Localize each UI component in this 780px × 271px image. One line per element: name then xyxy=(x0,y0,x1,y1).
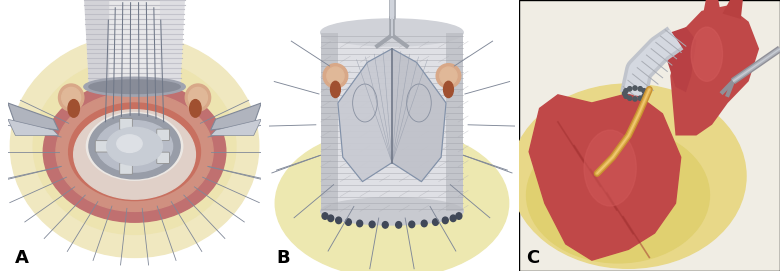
Ellipse shape xyxy=(526,127,710,263)
Circle shape xyxy=(638,87,642,91)
Circle shape xyxy=(328,215,334,222)
Text: C: C xyxy=(526,249,540,267)
Ellipse shape xyxy=(69,103,200,201)
Circle shape xyxy=(624,94,628,98)
Ellipse shape xyxy=(117,135,142,152)
Ellipse shape xyxy=(186,84,211,111)
FancyBboxPatch shape xyxy=(95,141,108,152)
Polygon shape xyxy=(84,0,186,87)
FancyBboxPatch shape xyxy=(119,118,133,130)
Ellipse shape xyxy=(190,100,201,117)
Circle shape xyxy=(644,91,647,96)
Ellipse shape xyxy=(327,67,344,85)
Polygon shape xyxy=(665,27,697,92)
Circle shape xyxy=(346,219,351,225)
Circle shape xyxy=(456,213,462,219)
Circle shape xyxy=(633,86,637,90)
FancyBboxPatch shape xyxy=(157,152,169,164)
Circle shape xyxy=(450,215,456,222)
Ellipse shape xyxy=(74,110,195,199)
Ellipse shape xyxy=(691,27,722,81)
Polygon shape xyxy=(160,0,186,87)
Circle shape xyxy=(624,89,628,93)
Ellipse shape xyxy=(321,198,463,225)
Polygon shape xyxy=(8,103,58,130)
FancyBboxPatch shape xyxy=(119,163,133,174)
Circle shape xyxy=(322,213,328,219)
Polygon shape xyxy=(529,92,681,260)
Circle shape xyxy=(442,217,448,224)
Ellipse shape xyxy=(44,81,226,222)
Polygon shape xyxy=(8,119,58,136)
Circle shape xyxy=(628,96,632,100)
Circle shape xyxy=(395,222,402,228)
Ellipse shape xyxy=(34,58,236,234)
Polygon shape xyxy=(338,49,392,182)
Circle shape xyxy=(369,221,375,228)
Ellipse shape xyxy=(107,127,162,165)
Ellipse shape xyxy=(321,19,463,46)
Ellipse shape xyxy=(89,114,180,179)
Circle shape xyxy=(642,94,646,98)
Polygon shape xyxy=(702,0,722,22)
Ellipse shape xyxy=(62,87,80,108)
Ellipse shape xyxy=(440,67,457,85)
Ellipse shape xyxy=(68,100,80,117)
Ellipse shape xyxy=(584,130,636,206)
Circle shape xyxy=(409,221,415,228)
Circle shape xyxy=(356,220,363,227)
Polygon shape xyxy=(446,33,463,211)
Polygon shape xyxy=(84,0,109,87)
Circle shape xyxy=(628,87,632,91)
Ellipse shape xyxy=(94,115,165,167)
Ellipse shape xyxy=(511,84,746,268)
Polygon shape xyxy=(211,119,261,136)
Ellipse shape xyxy=(444,81,453,98)
Polygon shape xyxy=(321,33,463,211)
Circle shape xyxy=(638,96,642,100)
Text: A: A xyxy=(16,249,30,267)
Circle shape xyxy=(421,220,427,227)
Ellipse shape xyxy=(189,87,207,108)
FancyBboxPatch shape xyxy=(157,129,169,140)
Ellipse shape xyxy=(436,64,461,88)
Polygon shape xyxy=(670,5,759,135)
Ellipse shape xyxy=(10,35,259,257)
Ellipse shape xyxy=(89,80,180,93)
Circle shape xyxy=(382,222,388,228)
Polygon shape xyxy=(392,49,446,182)
Polygon shape xyxy=(722,0,743,19)
Circle shape xyxy=(622,91,626,96)
Polygon shape xyxy=(211,103,261,130)
Circle shape xyxy=(633,97,637,101)
Ellipse shape xyxy=(56,92,213,211)
Ellipse shape xyxy=(323,64,348,88)
Ellipse shape xyxy=(331,81,340,98)
Ellipse shape xyxy=(58,84,84,111)
Ellipse shape xyxy=(84,77,186,96)
Circle shape xyxy=(335,217,342,224)
FancyBboxPatch shape xyxy=(519,0,780,271)
Text: B: B xyxy=(276,249,290,267)
Ellipse shape xyxy=(97,121,172,172)
Circle shape xyxy=(642,89,646,93)
Circle shape xyxy=(433,219,438,225)
Ellipse shape xyxy=(87,112,183,180)
Ellipse shape xyxy=(275,129,509,271)
Polygon shape xyxy=(321,33,338,211)
